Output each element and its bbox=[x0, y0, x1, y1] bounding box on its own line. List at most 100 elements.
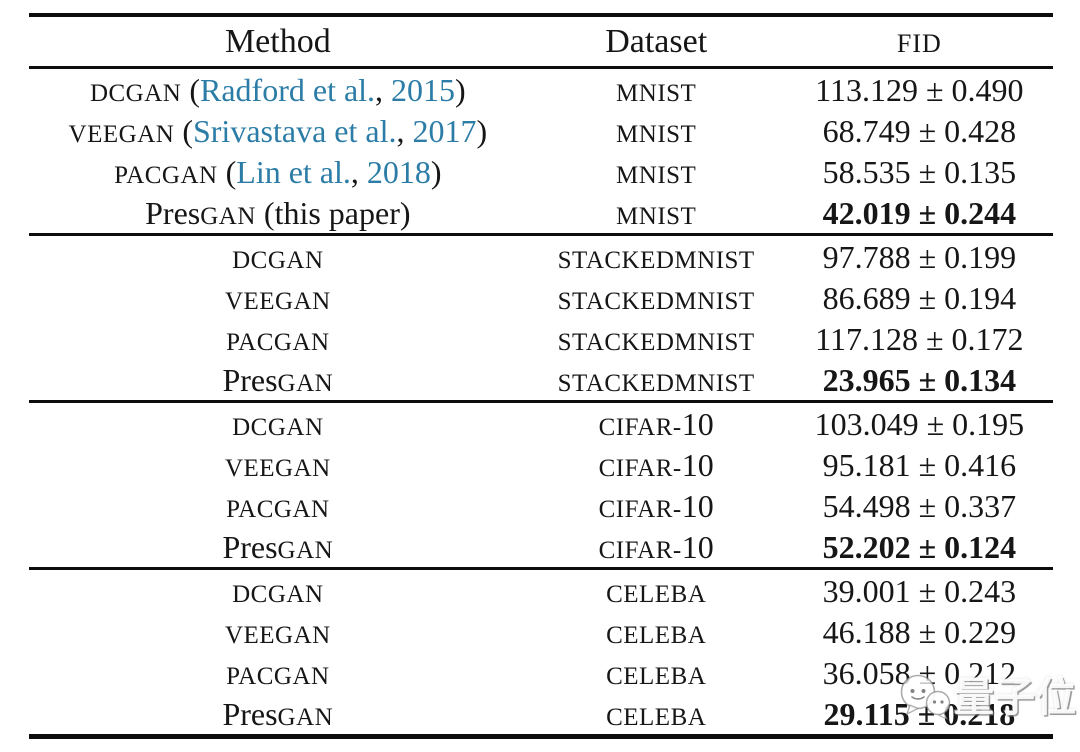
method-name-prefix: Pres bbox=[222, 528, 278, 565]
fid-cell: 39.001 ± 0.243 bbox=[786, 569, 1053, 612]
fid-cell: 29.115 ± 0.218 bbox=[786, 693, 1053, 737]
method-cell: DCGAN bbox=[29, 235, 527, 278]
dataset-cell: CELEBA bbox=[527, 652, 786, 693]
method-name: GAN bbox=[277, 369, 334, 397]
method-note: (this paper) bbox=[255, 194, 411, 231]
fid-value: 29.115 ± 0.218 bbox=[823, 695, 1016, 732]
section-cifar10: DCGAN CIFAR-10 103.049 ± 0.195 VEEGAN CI… bbox=[29, 401, 1053, 569]
table-row: PresGAN CIFAR-10 52.202 ± 0.124 bbox=[29, 526, 1053, 569]
header-fid-label: FID bbox=[896, 28, 942, 58]
dataset-cell: STACKEDMNIST bbox=[527, 359, 786, 402]
dataset-cell: CELEBA bbox=[527, 611, 786, 652]
fid-value: 42.019 ± 0.244 bbox=[822, 194, 1017, 231]
dataset-name: STACKEDMNIST bbox=[557, 328, 755, 356]
citation-paren-open: ( bbox=[174, 112, 193, 149]
table-row: PresGAN (this paper) MNIST 42.019 ± 0.24… bbox=[29, 192, 1053, 235]
method-cell: PACGAN (Lin et al., 2018) bbox=[29, 151, 527, 192]
fid-value: 46.188 ± 0.229 bbox=[822, 613, 1017, 650]
dataset-name: CELEBA bbox=[606, 703, 707, 731]
table-row: VEEGAN (Srivastava et al., 2017) MNIST 6… bbox=[29, 110, 1053, 151]
dataset-name: CELEBA bbox=[606, 662, 707, 690]
dataset-cell: MNIST bbox=[527, 151, 786, 192]
method-cell: PresGAN (this paper) bbox=[29, 192, 527, 235]
citation-comma: , bbox=[350, 153, 367, 190]
fid-cell: 86.689 ± 0.194 bbox=[786, 277, 1053, 318]
dataset-cell: MNIST bbox=[527, 110, 786, 151]
dataset-name: CIFAR- bbox=[598, 413, 682, 441]
fid-value: 54.498 ± 0.337 bbox=[822, 487, 1017, 524]
dataset-name: MNIST bbox=[616, 79, 697, 107]
section-stackedmnist: DCGAN STACKEDMNIST 97.788 ± 0.199 VEEGAN… bbox=[29, 234, 1053, 402]
method-name: DCGAN bbox=[89, 79, 182, 107]
table-row: VEEGAN CELEBA 46.188 ± 0.229 bbox=[29, 611, 1053, 652]
dataset-cell: CELEBA bbox=[527, 693, 786, 737]
fid-cell: 52.202 ± 0.124 bbox=[786, 526, 1053, 569]
header-method-label: Method bbox=[224, 22, 331, 60]
fid-value: 117.128 ± 0.172 bbox=[815, 320, 1024, 357]
fid-value: 36.058 ± 0.212 bbox=[822, 654, 1017, 691]
citation-year-link[interactable]: 2018 bbox=[366, 153, 431, 190]
method-name: DCGAN bbox=[232, 413, 324, 441]
fid-cell: 42.019 ± 0.244 bbox=[786, 192, 1053, 235]
method-cell: PresGAN bbox=[29, 693, 527, 737]
dataset-cell: MNIST bbox=[527, 68, 786, 111]
fid-value: 68.749 ± 0.428 bbox=[822, 112, 1017, 149]
fid-cell: 23.965 ± 0.134 bbox=[786, 359, 1053, 402]
citation-year-link[interactable]: 2015 bbox=[391, 71, 456, 108]
fid-cell: 68.749 ± 0.428 bbox=[786, 110, 1053, 151]
fid-value: 97.788 ± 0.199 bbox=[822, 238, 1017, 275]
method-cell: PresGAN bbox=[29, 526, 527, 569]
fid-cell: 97.788 ± 0.199 bbox=[786, 235, 1053, 278]
fid-cell: 46.188 ± 0.229 bbox=[786, 611, 1053, 652]
citation-year-link[interactable]: 2017 bbox=[412, 112, 477, 149]
table-row: PresGAN CELEBA 29.115 ± 0.218 bbox=[29, 693, 1053, 737]
fid-cell: 95.181 ± 0.416 bbox=[786, 444, 1053, 485]
table-row: PACGAN CELEBA 36.058 ± 0.212 bbox=[29, 652, 1053, 693]
method-name: VEEGAN bbox=[224, 454, 331, 482]
method-cell: VEEGAN (Srivastava et al., 2017) bbox=[29, 110, 527, 151]
section-celeba: DCGAN CELEBA 39.001 ± 0.243 VEEGAN CELEB… bbox=[29, 568, 1053, 737]
dataset-name-number: 10 bbox=[681, 446, 714, 483]
table-row: PACGAN (Lin et al., 2018) MNIST 58.535 ±… bbox=[29, 151, 1053, 192]
citation-author-link[interactable]: Lin et al. bbox=[236, 153, 351, 190]
header-dataset-label: Dataset bbox=[605, 22, 708, 60]
dataset-name: STACKEDMNIST bbox=[557, 287, 755, 315]
fid-cell: 103.049 ± 0.195 bbox=[786, 402, 1053, 445]
citation-paren-close: ) bbox=[455, 71, 466, 108]
citation-comma: , bbox=[396, 112, 413, 149]
table-row: VEEGAN STACKEDMNIST 86.689 ± 0.194 bbox=[29, 277, 1053, 318]
method-cell: DCGAN (Radford et al., 2015) bbox=[29, 68, 527, 111]
dataset-cell: CIFAR-10 bbox=[527, 526, 786, 569]
method-name-prefix: Pres bbox=[222, 695, 278, 732]
method-name: PACGAN bbox=[114, 161, 218, 189]
table-row: PACGAN STACKEDMNIST 117.128 ± 0.172 bbox=[29, 318, 1053, 359]
dataset-cell: STACKEDMNIST bbox=[527, 318, 786, 359]
citation-paren-close: ) bbox=[476, 112, 488, 149]
method-name: PACGAN bbox=[226, 495, 330, 523]
method-name: GAN bbox=[277, 536, 334, 564]
citation-author-link[interactable]: Radford et al. bbox=[200, 71, 376, 108]
method-cell: DCGAN bbox=[29, 402, 527, 445]
fid-cell: 36.058 ± 0.212 bbox=[786, 652, 1053, 693]
dataset-name-number: 10 bbox=[681, 528, 714, 565]
fid-cell: 113.129 ± 0.490 bbox=[786, 68, 1053, 111]
method-cell: PresGAN bbox=[29, 359, 527, 402]
header-fid: FID bbox=[786, 15, 1053, 68]
table-header: Method Dataset FID bbox=[29, 15, 1053, 68]
dataset-name: MNIST bbox=[616, 161, 697, 189]
method-name: GAN bbox=[277, 703, 334, 731]
fid-value: 39.001 ± 0.243 bbox=[822, 572, 1017, 609]
method-cell: VEEGAN bbox=[29, 611, 527, 652]
section-mnist: DCGAN (Radford et al., 2015) MNIST 113.1… bbox=[29, 68, 1053, 235]
header-row: Method Dataset FID bbox=[29, 15, 1053, 68]
method-cell: PACGAN bbox=[29, 318, 527, 359]
dataset-name: CIFAR- bbox=[598, 454, 682, 482]
dataset-name: MNIST bbox=[616, 120, 697, 148]
fid-value: 103.049 ± 0.195 bbox=[814, 405, 1025, 442]
dataset-cell: STACKEDMNIST bbox=[527, 277, 786, 318]
citation-author-link[interactable]: Srivastava et al. bbox=[192, 112, 397, 149]
fid-value: 113.129 ± 0.490 bbox=[815, 71, 1024, 108]
dataset-name: MNIST bbox=[616, 202, 697, 230]
method-cell: VEEGAN bbox=[29, 277, 527, 318]
